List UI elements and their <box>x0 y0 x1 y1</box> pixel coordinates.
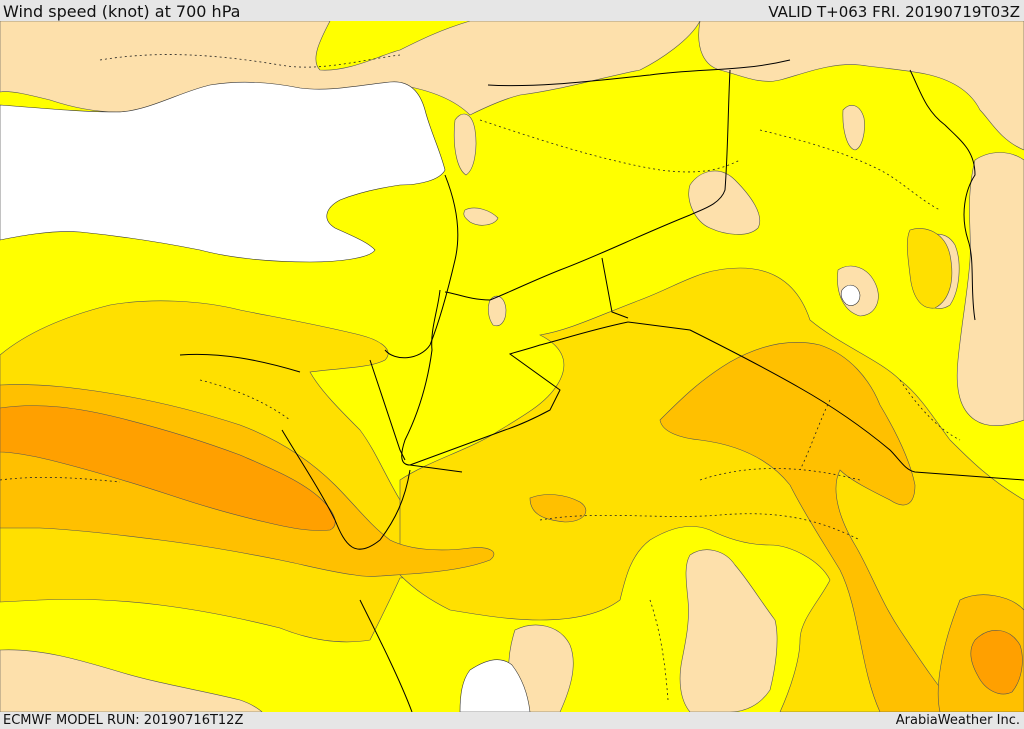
sea-red-sea <box>459 659 531 712</box>
border-syria-iraq <box>689 69 731 216</box>
dotted-boundary-6 <box>199 379 291 421</box>
dotted-boundary-7 <box>0 476 121 483</box>
credit-label: ArabiaWeather Inc. <box>895 713 1020 728</box>
border-egypt-sudan <box>359 599 413 712</box>
dark-orange-core-se <box>970 630 1023 695</box>
dotted-boundary-8 <box>649 599 669 701</box>
orange-spot-center <box>529 494 587 523</box>
border-syria-turkey <box>487 59 791 87</box>
map-title: Wind speed (knot) at 700 hPa <box>3 2 241 21</box>
sea-areas <box>0 81 861 712</box>
orange-band-east <box>659 342 961 712</box>
calm-area-levant-n <box>453 113 477 176</box>
dotted-boundary-1 <box>99 54 401 68</box>
coast-sinai <box>281 429 411 550</box>
dotted-boundary-9 <box>799 399 831 471</box>
sea-gulf <box>840 284 861 306</box>
dotted-boundary-5 <box>539 513 861 541</box>
border-israel <box>401 289 441 466</box>
calm-area-saudi <box>679 549 778 712</box>
model-run-label: ECMWF MODEL RUN: 20190716T12Z <box>3 713 244 728</box>
calm-area-syria <box>688 170 760 235</box>
calm-area-turkey-east <box>698 21 1024 151</box>
border-egypt-israel <box>369 359 406 461</box>
wind-speed-map <box>0 21 1024 712</box>
dotted-boundary-3 <box>759 129 941 211</box>
sea-mediterranean <box>0 81 446 263</box>
border-iraq-iran <box>909 69 976 321</box>
border-saudi-jordan <box>444 214 691 301</box>
border-saudi-iraq <box>627 321 1024 481</box>
dark-orange-core-egypt <box>0 405 336 531</box>
calm-area-west <box>488 295 507 327</box>
border-jordan-saudi <box>409 321 629 473</box>
coast-levant <box>384 174 459 359</box>
map-header: Wind speed (knot) at 700 hPa VALID T+063… <box>0 0 1024 21</box>
country-borders <box>179 59 1024 712</box>
calm-area-lebanon <box>463 207 499 226</box>
border-egypt-libya <box>179 353 301 373</box>
border-jordan-iraq <box>601 257 629 319</box>
internal-boundaries <box>0 54 961 701</box>
valid-time: VALID T+063 FRI. 20190719T03Z <box>768 3 1020 21</box>
band-dark-orange <box>0 405 1023 695</box>
dotted-boundary-10 <box>899 379 961 441</box>
map-footer: ECMWF MODEL RUN: 20190716T12Z ArabiaWeat… <box>0 712 1024 729</box>
calm-area-egypt-sw <box>0 649 263 712</box>
dotted-boundary-4 <box>699 468 861 481</box>
gold-band-iraq <box>906 228 953 309</box>
calm-area-lake <box>842 105 865 151</box>
